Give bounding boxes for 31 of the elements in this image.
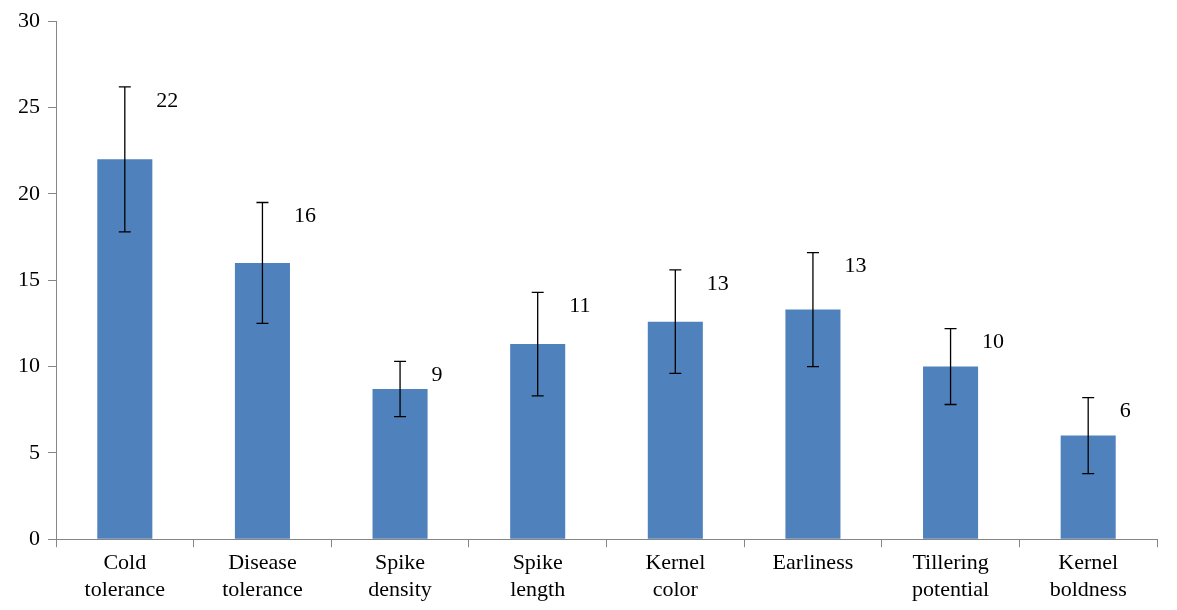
x-tick-label: Spike length xyxy=(510,549,566,601)
data-label: 16 xyxy=(293,202,316,228)
data-label: 6 xyxy=(1119,397,1131,423)
bar xyxy=(510,344,566,539)
y-tick-label: 5 xyxy=(29,438,40,464)
x-tick-label: Kernel color xyxy=(645,549,706,601)
x-tick-label: Cold tolerance xyxy=(84,549,166,601)
y-tick-label: 30 xyxy=(18,6,40,32)
x-tick-label: Earliness xyxy=(772,549,854,575)
bar xyxy=(234,262,290,539)
x-tick-label: Spike density xyxy=(368,549,432,601)
y-tick-label: 10 xyxy=(18,352,40,378)
x-tick-label: Kernel boldness xyxy=(1049,549,1127,601)
x-tick-label: Disease tolerance xyxy=(222,549,303,601)
y-tick-label: 0 xyxy=(29,524,40,550)
x-tick-label: Tillering potential xyxy=(912,549,990,601)
y-tick-label: 20 xyxy=(18,179,40,205)
bar xyxy=(785,309,841,539)
bar xyxy=(1060,435,1116,539)
data-label: 13 xyxy=(706,269,729,295)
data-label: 22 xyxy=(156,86,179,112)
bar xyxy=(97,159,153,539)
data-label: 10 xyxy=(982,328,1005,354)
y-tick-label: 15 xyxy=(18,265,40,291)
data-label: 11 xyxy=(569,292,591,318)
y-tick-label: 25 xyxy=(18,93,40,119)
data-label: 9 xyxy=(431,361,443,387)
bar xyxy=(647,321,703,539)
data-label: 13 xyxy=(844,252,867,278)
bar xyxy=(923,366,979,539)
bar xyxy=(372,388,428,539)
